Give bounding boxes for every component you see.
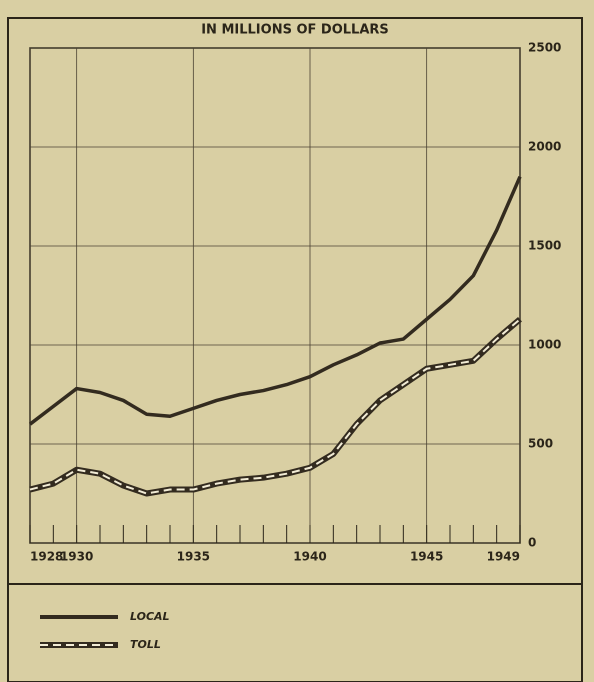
- y-tick-label: 1500: [528, 239, 561, 253]
- x-tick-label: 1945: [410, 550, 443, 564]
- y-tick-label: 500: [528, 437, 553, 451]
- y-tick-label: 0: [528, 536, 536, 550]
- y-tick-label: 2500: [528, 41, 561, 55]
- y-tick-label: 2000: [528, 140, 561, 154]
- chart-title: IN MILLIONS OF DOLLARS: [201, 23, 389, 38]
- series-dash: [29, 318, 521, 495]
- series-line: [28, 175, 522, 426]
- x-tick-label: 1940: [293, 550, 326, 564]
- x-tick-label: 1928: [30, 550, 63, 564]
- y-tick-label: 1000: [528, 338, 561, 352]
- frame: [7, 17, 583, 682]
- x-tick-label: 1935: [177, 550, 210, 564]
- x-tick-label: 1949: [487, 550, 520, 564]
- x-tick-label: 1930: [60, 550, 93, 564]
- legend-label: LOCAL: [130, 610, 170, 623]
- legend-label: TOLL: [130, 638, 161, 651]
- plot-area: [29, 47, 521, 544]
